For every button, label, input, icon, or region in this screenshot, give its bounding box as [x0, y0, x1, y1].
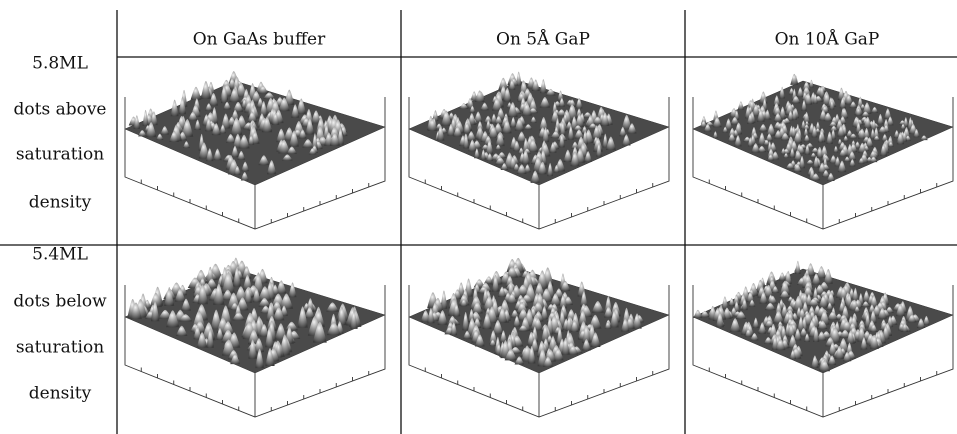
axis-tick [425, 180, 555, 224]
surface-bump [738, 101, 744, 109]
axis-tick [774, 383, 904, 398]
row-label: density [29, 384, 92, 404]
axis-tick [490, 383, 620, 398]
axis-tick [206, 195, 336, 210]
surface-bump [795, 261, 801, 274]
axis-tick [807, 183, 937, 223]
axis-tick [774, 195, 904, 210]
row-label: dots above [14, 100, 107, 120]
axis-tick [507, 189, 637, 216]
axis-tick [507, 377, 637, 404]
axis-tick [807, 371, 937, 411]
axis-tick [709, 368, 839, 412]
axis-tick [239, 183, 369, 223]
row-label: 5.8ML [32, 54, 88, 74]
row-label: saturation [16, 338, 104, 358]
figure: On GaAs buffer On 5Å GaP On 10Å GaP 5.8M… [0, 0, 957, 434]
row-label: saturation [16, 145, 104, 165]
axis-tick [206, 383, 336, 398]
axis-tick [458, 193, 588, 212]
surface-bump [540, 79, 547, 93]
axis-tick [141, 368, 271, 412]
surface-bump [191, 87, 202, 100]
axis-tick [174, 193, 304, 212]
axis-tick [791, 377, 921, 404]
axis-tick [523, 183, 653, 223]
axis-tick [490, 195, 620, 210]
row-label: dots below [13, 292, 107, 312]
axis-tick [523, 371, 653, 411]
axis-tick [223, 189, 353, 216]
axis-tick [791, 189, 921, 216]
axis-tick [174, 381, 304, 400]
axis-tick [709, 180, 839, 224]
axis-tick [742, 381, 872, 400]
row-label: density [29, 193, 92, 213]
column-header: On GaAs buffer [193, 30, 326, 50]
axis-tick [223, 377, 353, 404]
axis-tick [425, 368, 555, 412]
column-header: On 5Å GaP [496, 29, 590, 50]
row-label: 5.4ML [32, 245, 88, 265]
column-header: On 10Å GaP [775, 29, 880, 50]
axis-tick [458, 381, 588, 400]
axis-tick [742, 193, 872, 212]
axis-tick [239, 371, 369, 411]
axis-tick [141, 180, 271, 224]
